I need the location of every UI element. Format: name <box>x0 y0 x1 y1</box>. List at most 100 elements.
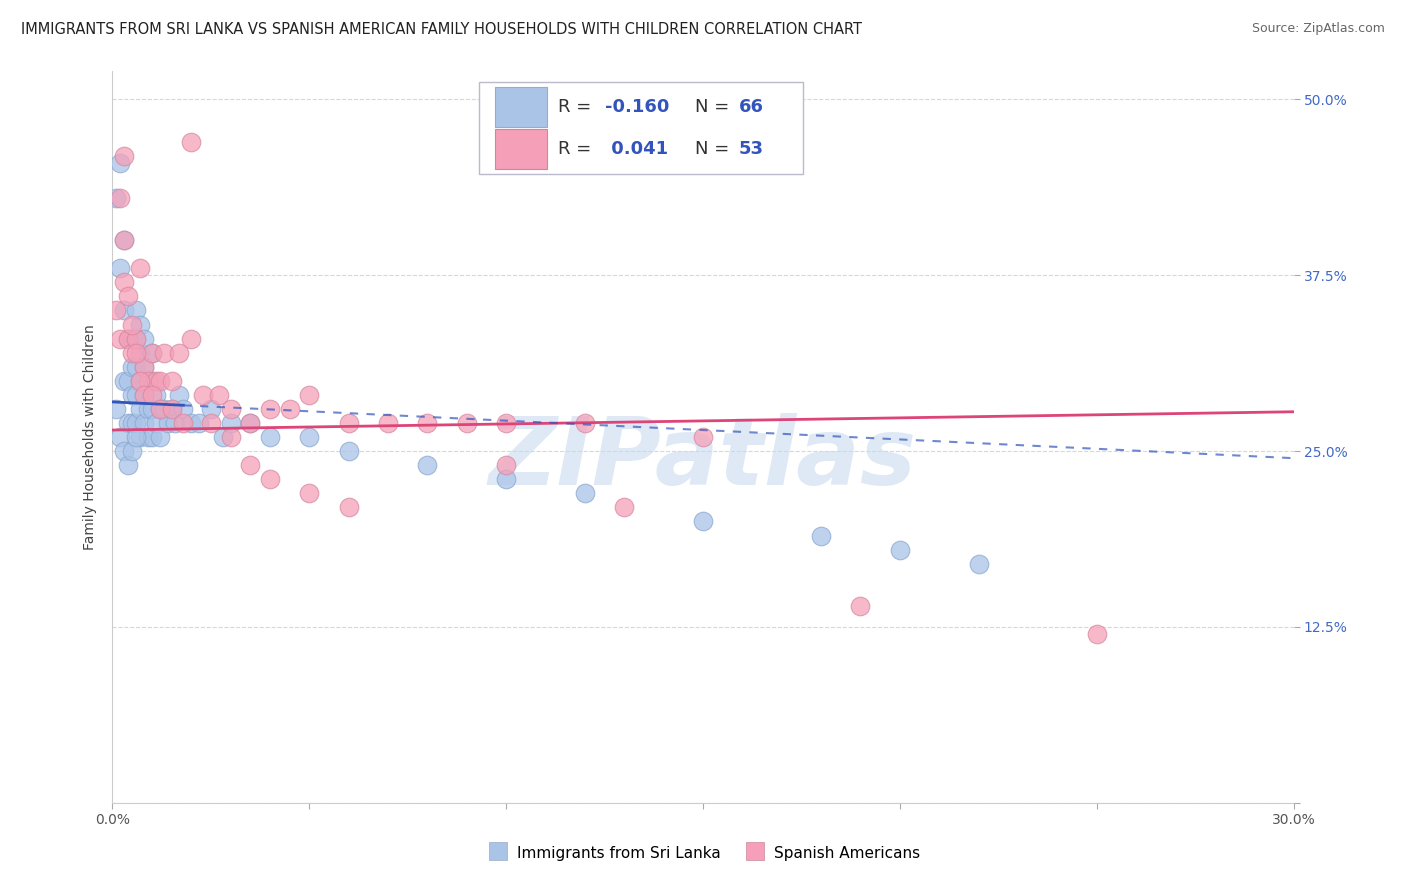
Point <box>110 332 132 346</box>
Point <box>117 374 139 388</box>
Point <box>495 416 517 430</box>
Point <box>149 401 172 416</box>
Point <box>191 388 214 402</box>
Point <box>495 472 517 486</box>
Point <box>219 416 242 430</box>
Point <box>208 388 231 402</box>
Point <box>141 345 163 359</box>
Point <box>149 401 172 416</box>
Point <box>337 416 360 430</box>
Point <box>121 332 143 346</box>
Point <box>141 374 163 388</box>
FancyBboxPatch shape <box>495 87 547 127</box>
Point <box>278 401 301 416</box>
Point <box>129 430 152 444</box>
Text: 0.041: 0.041 <box>605 140 668 158</box>
Point <box>169 345 191 359</box>
Point <box>112 374 135 388</box>
Point <box>298 430 321 444</box>
Point <box>125 345 148 359</box>
Point <box>136 401 159 416</box>
Point <box>149 374 172 388</box>
Text: -0.160: -0.160 <box>605 98 669 116</box>
Text: N =: N = <box>695 140 735 158</box>
Point <box>117 416 139 430</box>
Point <box>200 401 222 416</box>
Point <box>574 486 596 500</box>
Point <box>129 401 152 416</box>
Point <box>125 430 148 444</box>
Point <box>377 416 399 430</box>
Point <box>149 430 172 444</box>
Point <box>136 430 159 444</box>
Text: ZIPatlas: ZIPatlas <box>489 413 917 505</box>
Point <box>145 416 167 430</box>
Point <box>132 416 155 430</box>
Point <box>121 359 143 374</box>
Point <box>239 416 262 430</box>
Point <box>692 515 714 529</box>
Point <box>219 430 242 444</box>
Point <box>141 401 163 416</box>
Point <box>160 401 183 416</box>
Point <box>121 318 143 332</box>
Point <box>219 401 242 416</box>
Point <box>239 416 262 430</box>
Point <box>121 444 143 458</box>
Point <box>495 458 517 473</box>
Point <box>160 374 183 388</box>
Point <box>145 388 167 402</box>
Text: N =: N = <box>695 98 735 116</box>
Point <box>125 359 148 374</box>
Point <box>125 303 148 318</box>
Point <box>1085 627 1108 641</box>
FancyBboxPatch shape <box>478 82 803 174</box>
Point <box>117 289 139 303</box>
Point <box>337 500 360 515</box>
Point <box>129 374 152 388</box>
Point <box>211 430 233 444</box>
Text: R =: R = <box>558 140 596 158</box>
Point <box>160 401 183 416</box>
FancyBboxPatch shape <box>495 129 547 169</box>
Point <box>152 401 174 416</box>
Point <box>889 542 911 557</box>
Point <box>259 430 281 444</box>
Point <box>145 374 167 388</box>
Text: Source: ZipAtlas.com: Source: ZipAtlas.com <box>1251 22 1385 36</box>
Point <box>121 345 143 359</box>
Point <box>121 388 143 402</box>
Point <box>188 416 211 430</box>
Point <box>456 416 478 430</box>
Point <box>298 388 321 402</box>
Point <box>132 388 155 402</box>
Point <box>849 599 872 613</box>
Text: 66: 66 <box>738 98 763 116</box>
Point <box>125 416 148 430</box>
Text: IMMIGRANTS FROM SRI LANKA VS SPANISH AMERICAN FAMILY HOUSEHOLDS WITH CHILDREN CO: IMMIGRANTS FROM SRI LANKA VS SPANISH AME… <box>21 22 862 37</box>
Point <box>129 318 152 332</box>
Y-axis label: Family Households with Children: Family Households with Children <box>83 324 97 550</box>
Point <box>810 528 832 542</box>
Point <box>105 303 128 318</box>
Point <box>141 430 163 444</box>
Point <box>152 345 174 359</box>
Point <box>117 332 139 346</box>
Point <box>105 191 128 205</box>
Point <box>132 332 155 346</box>
Point <box>112 233 135 247</box>
Point <box>129 261 152 276</box>
Point <box>180 135 202 149</box>
Point <box>967 557 990 571</box>
Point <box>110 430 132 444</box>
Point <box>112 303 135 318</box>
Legend: Immigrants from Sri Lanka, Spanish Americans: Immigrants from Sri Lanka, Spanish Ameri… <box>479 838 927 868</box>
Point <box>416 458 439 473</box>
Point <box>136 374 159 388</box>
Point <box>298 486 321 500</box>
Point <box>125 388 148 402</box>
Point <box>110 261 132 276</box>
Point <box>172 416 194 430</box>
Point <box>180 416 202 430</box>
Point <box>129 374 152 388</box>
